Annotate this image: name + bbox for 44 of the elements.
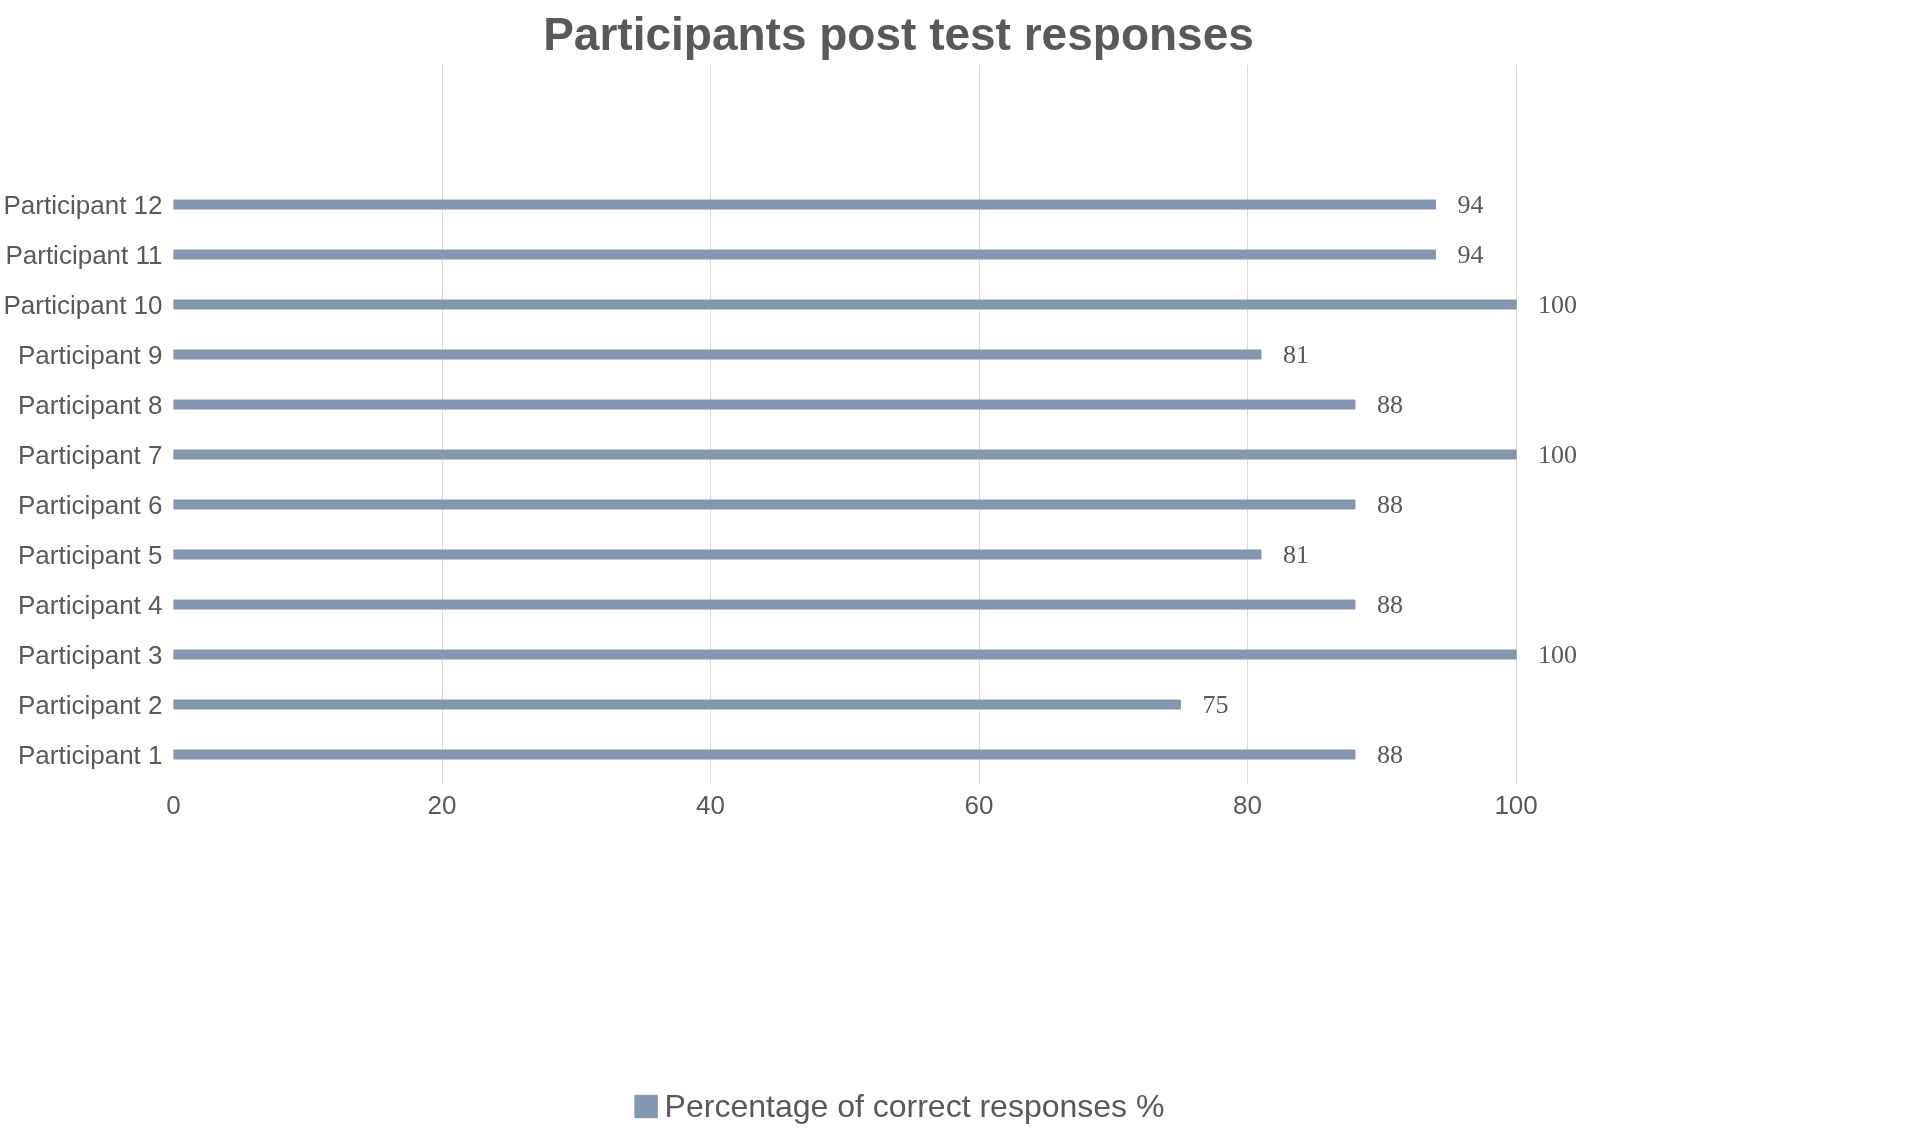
bar: [173, 549, 1262, 560]
bar: [173, 749, 1356, 760]
y-tick-label: Participant 11: [5, 239, 163, 270]
y-tick-label: Participant 6: [17, 489, 163, 520]
y-tick-label: Participant 2: [17, 689, 163, 720]
x-tick-label: 100: [1494, 789, 1538, 820]
bar: [173, 349, 1262, 360]
data-label: 94: [1457, 240, 1484, 269]
chart-title: Participants post test responses: [543, 7, 1254, 60]
bar: [173, 249, 1437, 260]
y-tick-label: Participant 12: [3, 189, 163, 220]
legend-label: Percentage of correct responses %: [664, 1087, 1165, 1125]
x-tick-label: 0: [166, 789, 181, 820]
bar: [173, 499, 1356, 510]
x-tick-label: 80: [1233, 789, 1263, 820]
data-label: 75: [1202, 690, 1229, 719]
x-tick-label: 60: [964, 789, 994, 820]
data-label: 88: [1376, 740, 1403, 769]
data-label: 88: [1376, 590, 1403, 619]
y-tick-label: Participant 10: [3, 289, 163, 320]
bar: [173, 299, 1517, 310]
x-tick-label: 40: [696, 789, 725, 820]
bar: [173, 449, 1517, 460]
y-tick-label: Participant 1: [17, 739, 163, 770]
bar: [173, 649, 1517, 660]
y-tick-label: Participant 7: [17, 439, 163, 470]
bar: [173, 199, 1437, 210]
data-label: 94: [1457, 190, 1484, 219]
y-tick-label: Participant 4: [17, 589, 163, 620]
data-label: 88: [1376, 390, 1403, 419]
y-tick-label: Participant 8: [17, 389, 163, 420]
y-tick-label: Participant 5: [17, 539, 163, 570]
y-tick-label: Participant 9: [17, 339, 163, 370]
data-label: 81: [1283, 340, 1309, 369]
data-label: 81: [1283, 540, 1309, 569]
y-tick-label: Participant 3: [17, 639, 163, 670]
bar: [173, 699, 1181, 710]
data-label: 100: [1538, 640, 1578, 669]
bar: [173, 399, 1356, 410]
bar: [173, 599, 1356, 610]
data-label: 88: [1376, 490, 1403, 519]
data-label: 100: [1538, 290, 1578, 319]
x-tick-label: 20: [427, 789, 457, 820]
data-label: 100: [1538, 440, 1578, 469]
